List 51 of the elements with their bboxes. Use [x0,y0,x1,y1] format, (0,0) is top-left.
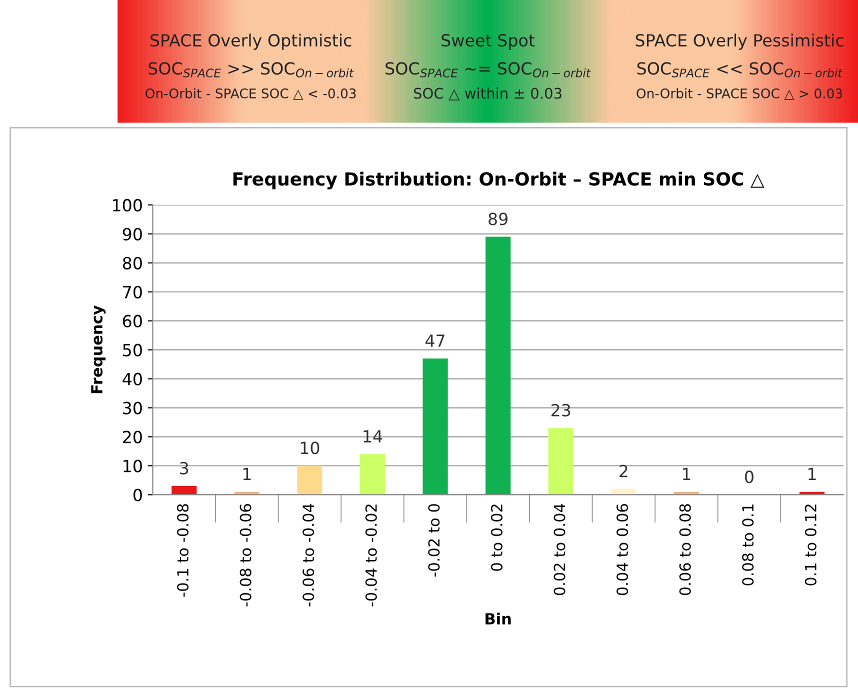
x-tick-label: 0.1 to 0.12 [804,504,816,586]
x-tick-label: -0.06 to -0.04 [302,504,314,606]
y-tick-label: 10 [124,460,142,472]
y-tick-label: 90 [122,228,142,240]
text: SOC$_{SPACE}$ ~= SOC$_{On−orbit}$ [386,62,591,78]
chart-title: Frequency Distribution: On-Orbit – SPACE min SOC △ [233,172,764,190]
data-label: 0 [745,470,754,484]
text: SOC$_{SPACE}$ >> SOC$_{On−orbit}$ [148,62,354,78]
data-label: 1 [243,468,251,480]
data-label: 47 [425,334,444,347]
y-tick-label: 30 [123,402,142,414]
x-tick-label: 0.08 to 0.1 [742,504,754,586]
bar [422,358,448,495]
y-tick-label: 70 [123,286,142,298]
text: On-Orbit - SPACE SOC △ > 0.03 [636,88,842,100]
x-tick-label: -0.08 to -0.06 [240,504,252,606]
bar [297,466,322,495]
data-label: 3 [180,462,188,474]
x-tick-label: -0.02 to 0 [428,504,440,577]
x-tick-label: 0.04 to 0.06 [616,504,628,596]
y-tick-label: 0 [133,488,142,502]
data-label: 1 [808,468,816,480]
x-tick-label: 0.06 to 0.08 [679,504,691,596]
x-tick-label: 0 to 0.02 [490,504,502,571]
x-tick-label: 0.02 to 0.04 [554,504,566,596]
data-label: 2 [620,464,628,478]
data-label: 23 [551,404,570,417]
data-label: 14 [364,430,382,442]
y-axis-title: Frequency [91,305,106,394]
y-tick-label: 80 [122,256,142,270]
bar [360,454,386,495]
y-tick-label: 20 [123,430,142,444]
text: SPACE Overly Optimistic [150,34,352,50]
x-tick-label: -0.1 to -0.08 [176,504,189,597]
data-label: 1 [682,468,690,480]
y-tick-label: 50 [123,344,142,356]
x-tick-label: -0.04 to -0.02 [365,504,377,606]
bar [486,236,511,495]
text: SOC △ within ± 0.03 [414,88,562,100]
bar [548,428,574,495]
x-axis-title: Bin [486,612,511,624]
y-tick-label: 40 [122,372,142,386]
data-label: 89 [488,212,508,226]
text: On-Orbit - SPACE SOC △ < -0.03 [146,88,356,100]
text: SOC$_{SPACE}$ << SOC$_{On−orbit}$ [637,62,843,78]
y-tick-label: 100 [113,198,142,212]
text: SPACE Overly Pessimistic [636,34,844,50]
bar [172,486,197,495]
text: Sweet Spot [442,34,535,50]
data-label: 10 [300,442,320,454]
y-tick-label: 60 [122,314,142,328]
